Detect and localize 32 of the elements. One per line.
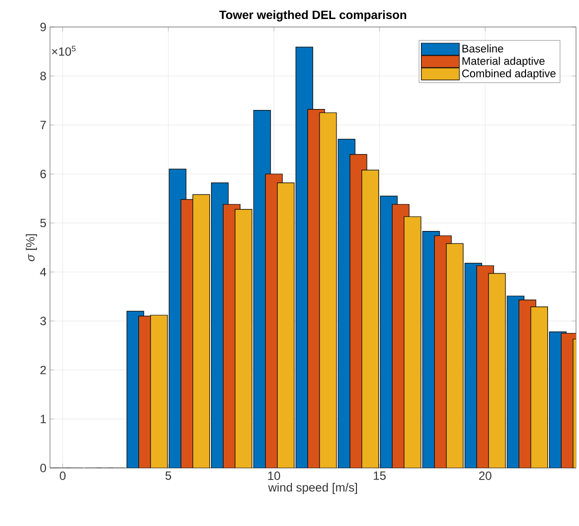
- bar: [150, 315, 168, 468]
- bar: [192, 194, 210, 468]
- y-axis-title: σ [%]: [26, 234, 37, 262]
- legend-label: Material adaptive: [462, 56, 545, 68]
- bar: [530, 306, 548, 468]
- y-tick-label: 6: [40, 170, 46, 178]
- bar: [277, 182, 294, 468]
- bar: [235, 209, 252, 468]
- bar: [446, 244, 464, 468]
- x-tick-label: 5: [165, 472, 172, 480]
- y-tick-label: 1: [40, 414, 46, 424]
- annotation: ×10$^{5}$: [52, 46, 76, 56]
- x-tick-label: 20: [479, 472, 492, 480]
- bar: [488, 273, 506, 468]
- x-tick-label: 10: [268, 472, 280, 480]
- y-tick-label: 8: [40, 72, 46, 80]
- y-tick-label: 2: [40, 366, 46, 374]
- legend-label: Baseline: [462, 44, 504, 52]
- x-tick-label: 15: [374, 472, 386, 480]
- x-axis-title: wind speed [m/s]: [268, 482, 357, 494]
- y-tick-label: 9: [40, 22, 46, 32]
- bar: [404, 216, 421, 468]
- bar: [362, 170, 379, 468]
- y-tick-label: 7: [40, 120, 46, 130]
- y-tick-label: 3: [40, 316, 46, 326]
- bar: [320, 112, 336, 468]
- y-tick-label: 5: [40, 218, 46, 228]
- y-tick-label: 4: [40, 268, 46, 276]
- chart-title: Tower weigthed DEL comparison: [219, 10, 406, 22]
- x-tick-label: 0: [60, 472, 66, 480]
- y-tick-label: 0: [40, 464, 46, 472]
- legend-label: Combined adaptive: [462, 69, 556, 80]
